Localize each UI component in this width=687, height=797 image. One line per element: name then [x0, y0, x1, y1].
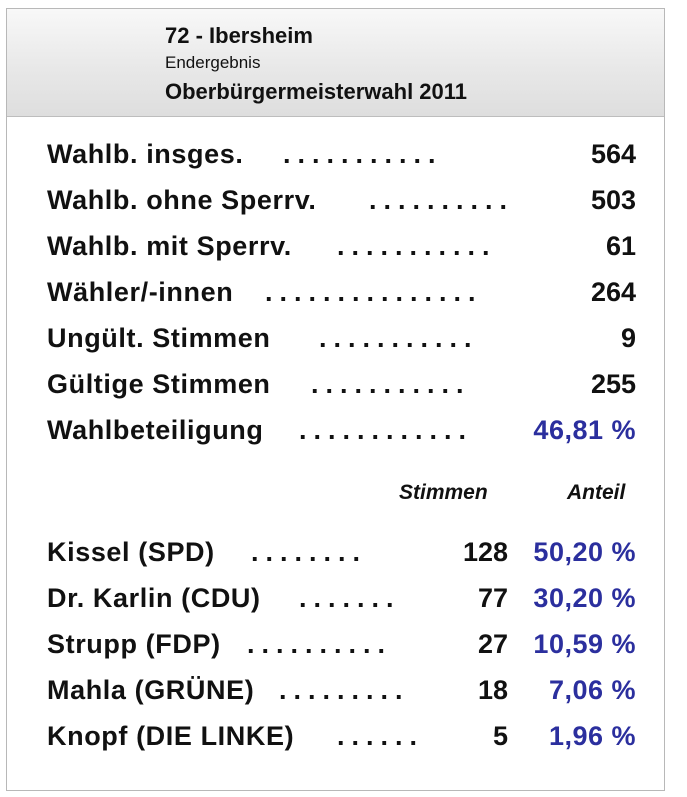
stat-value: 264: [590, 277, 636, 307]
stat-row: Wahlb. mit Sperrv. ........... 61: [7, 231, 664, 271]
election-name: Oberbürgermeisterwahl 2011: [165, 79, 468, 104]
candidate-share: 7,06 %: [548, 675, 636, 705]
candidate-share: 1,96 %: [548, 721, 636, 751]
candidate-row: Dr. Karlin (CDU) ....... 77 30,20 %: [7, 583, 664, 623]
column-header-votes: Stimmen: [399, 481, 488, 504]
stat-label: Gültige Stimmen: [47, 369, 271, 399]
results-card: 72 - Ibersheim Endergebnis Oberbürgermei…: [6, 8, 665, 791]
column-header-share: Anteil: [567, 481, 626, 504]
leader-dots: ........: [251, 537, 368, 567]
leader-dots: ...............: [265, 277, 483, 307]
stat-value: 564: [590, 139, 636, 169]
candidate-name: Knopf (DIE LINKE): [47, 721, 295, 751]
candidate-name: Strupp (FDP): [47, 629, 221, 659]
candidate-row: Knopf (DIE LINKE) ...... 5 1,96 %: [7, 721, 664, 761]
leader-dots: ............: [299, 415, 474, 445]
leader-dots: ...........: [319, 323, 479, 353]
candidate-votes: 18: [477, 675, 508, 705]
leader-dots: .......: [299, 583, 401, 613]
candidate-name: Mahla (GRÜNE): [47, 675, 255, 705]
stat-value: 61: [605, 231, 636, 261]
stat-row: Gültige Stimmen ........... 255: [7, 369, 664, 409]
leader-dots: .........: [279, 675, 410, 705]
turnout-percent: 46,81 %: [533, 415, 636, 445]
result-status: Endergebnis: [165, 53, 261, 72]
stat-row: Wahlb. ohne Sperrv. .......... 503: [7, 185, 664, 225]
leader-dots: ..........: [247, 629, 393, 659]
leader-dots: ......: [337, 721, 421, 751]
candidate-row: Mahla (GRÜNE) ......... 18 7,06 %: [7, 675, 664, 715]
candidate-votes: 5: [492, 721, 508, 751]
stat-row: Ungült. Stimmen ........... 9: [7, 323, 664, 363]
stat-label: Wahlb. mit Sperrv.: [47, 231, 292, 261]
stat-row: Wahlb. insges. ........... 564: [7, 139, 664, 179]
candidate-share: 30,20 %: [533, 583, 636, 613]
stat-label: Wahlbeteiligung: [47, 415, 264, 445]
district-title: 72 - Ibersheim: [165, 23, 313, 48]
candidate-name: Kissel (SPD): [47, 537, 215, 567]
leader-dots: ...........: [283, 139, 443, 169]
stat-row: Wähler/-innen ............... 264: [7, 277, 664, 317]
stat-label: Wähler/-innen: [47, 277, 234, 307]
leader-dots: ...........: [337, 231, 497, 261]
stat-value: 255: [590, 369, 636, 399]
candidate-votes: 77: [477, 583, 508, 613]
stat-row-turnout: Wahlbeteiligung ............ 46,81 %: [7, 415, 664, 455]
candidate-name: Dr. Karlin (CDU): [47, 583, 261, 613]
stat-value: 9: [620, 323, 636, 353]
candidate-row: Kissel (SPD) ........ 128 50,20 %: [7, 537, 664, 577]
stat-value: 503: [590, 185, 636, 215]
candidate-votes: 128: [462, 537, 508, 567]
candidate-share: 50,20 %: [533, 537, 636, 567]
stat-label: Ungült. Stimmen: [47, 323, 271, 353]
leader-dots: ...........: [311, 369, 471, 399]
candidate-row: Strupp (FDP) .......... 27 10,59 %: [7, 629, 664, 669]
candidate-share: 10,59 %: [533, 629, 636, 659]
stat-label: Wahlb. ohne Sperrv.: [47, 185, 317, 215]
leader-dots: ..........: [369, 185, 515, 215]
candidate-votes: 27: [477, 629, 508, 659]
results-header: 72 - Ibersheim Endergebnis Oberbürgermei…: [7, 9, 664, 117]
stat-label: Wahlb. insges.: [47, 139, 244, 169]
